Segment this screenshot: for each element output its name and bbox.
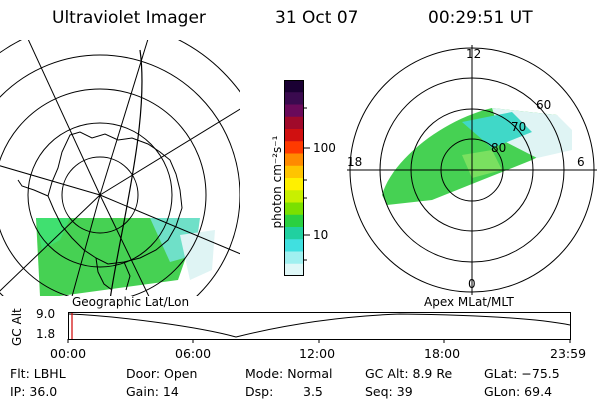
mlat-label-70: 70 <box>511 120 527 134</box>
timeline-ylabel: GC Alt <box>10 308 24 346</box>
status-gc-alt: GC Alt: 8.9 Re <box>365 366 453 381</box>
status-ip: IP: 36.0 <box>10 384 58 399</box>
colorbar-band <box>284 251 304 265</box>
mlt-label-18: 18 <box>347 155 363 169</box>
colorbar-band <box>284 165 304 179</box>
status-gain: Gain: 14 <box>126 384 179 399</box>
colorbar-ticks <box>304 107 310 261</box>
colorbar-band <box>284 178 304 191</box>
status-dsp-label: Dsp: <box>245 384 274 399</box>
colorbar-band <box>284 263 304 277</box>
mlat-label-80: 80 <box>491 141 507 155</box>
instrument-title: Ultraviolet Imager <box>52 8 206 28</box>
geographic-map <box>0 40 240 296</box>
colorbar-band <box>284 92 304 105</box>
timeline-xtick-0000: 00:00 <box>50 346 87 361</box>
mlt-label-6: 6 <box>577 155 585 169</box>
timeline-ytick-min: 1.8 <box>36 327 56 341</box>
left-panel-label: Geographic Lat/Lon <box>72 295 190 309</box>
colorbar-band <box>284 104 304 118</box>
timeline-xtick-1200: 12:00 <box>299 346 336 361</box>
colorbar-tick-100: 100 <box>313 141 336 155</box>
colorbar <box>284 80 304 277</box>
timeline-xtick-0600: 06:00 <box>175 346 212 361</box>
colorbar-band <box>284 116 304 130</box>
status-seq: Seq: 39 <box>365 384 413 399</box>
status-mode: Mode: Normal <box>245 366 333 381</box>
status-dsp-value: 3.5 <box>303 384 323 399</box>
orbit-timeline-plot <box>67 312 571 343</box>
timeline-ytick-max: 9.0 <box>36 307 56 321</box>
status-door: Door: Open <box>126 366 198 381</box>
colorbar-unit-label: photon cm⁻²s⁻¹ <box>270 135 284 229</box>
mlt-label-0: 0 <box>468 277 476 291</box>
colorbar-band <box>284 214 304 228</box>
mlat-label-60: 60 <box>536 98 552 112</box>
colorbar-band <box>284 80 304 93</box>
colorbar-band <box>284 239 304 252</box>
colorbar-band <box>284 190 304 203</box>
timeline-xtick-2359: 23:59 <box>550 346 587 361</box>
colorbar-band <box>284 141 304 154</box>
mlt-label-12: 12 <box>466 47 482 61</box>
status-filter: Flt: LBHL <box>10 366 66 381</box>
date-label: 31 Oct 07 <box>275 8 359 28</box>
time-label: 00:29:51 UT <box>428 8 533 28</box>
colorbar-band <box>284 129 304 142</box>
colorbar-band <box>284 227 304 240</box>
status-glat: GLat: −75.5 <box>484 366 560 381</box>
colorbar-tick-10: 10 <box>313 228 329 242</box>
status-glon: GLon: 69.4 <box>484 384 553 399</box>
magnetic-polar-plot <box>347 45 597 295</box>
right-panel-label: Apex MLat/MLT <box>424 295 514 309</box>
timeline-xtick-1800: 18:00 <box>424 346 461 361</box>
colorbar-band <box>284 153 304 167</box>
colorbar-band <box>284 202 304 216</box>
